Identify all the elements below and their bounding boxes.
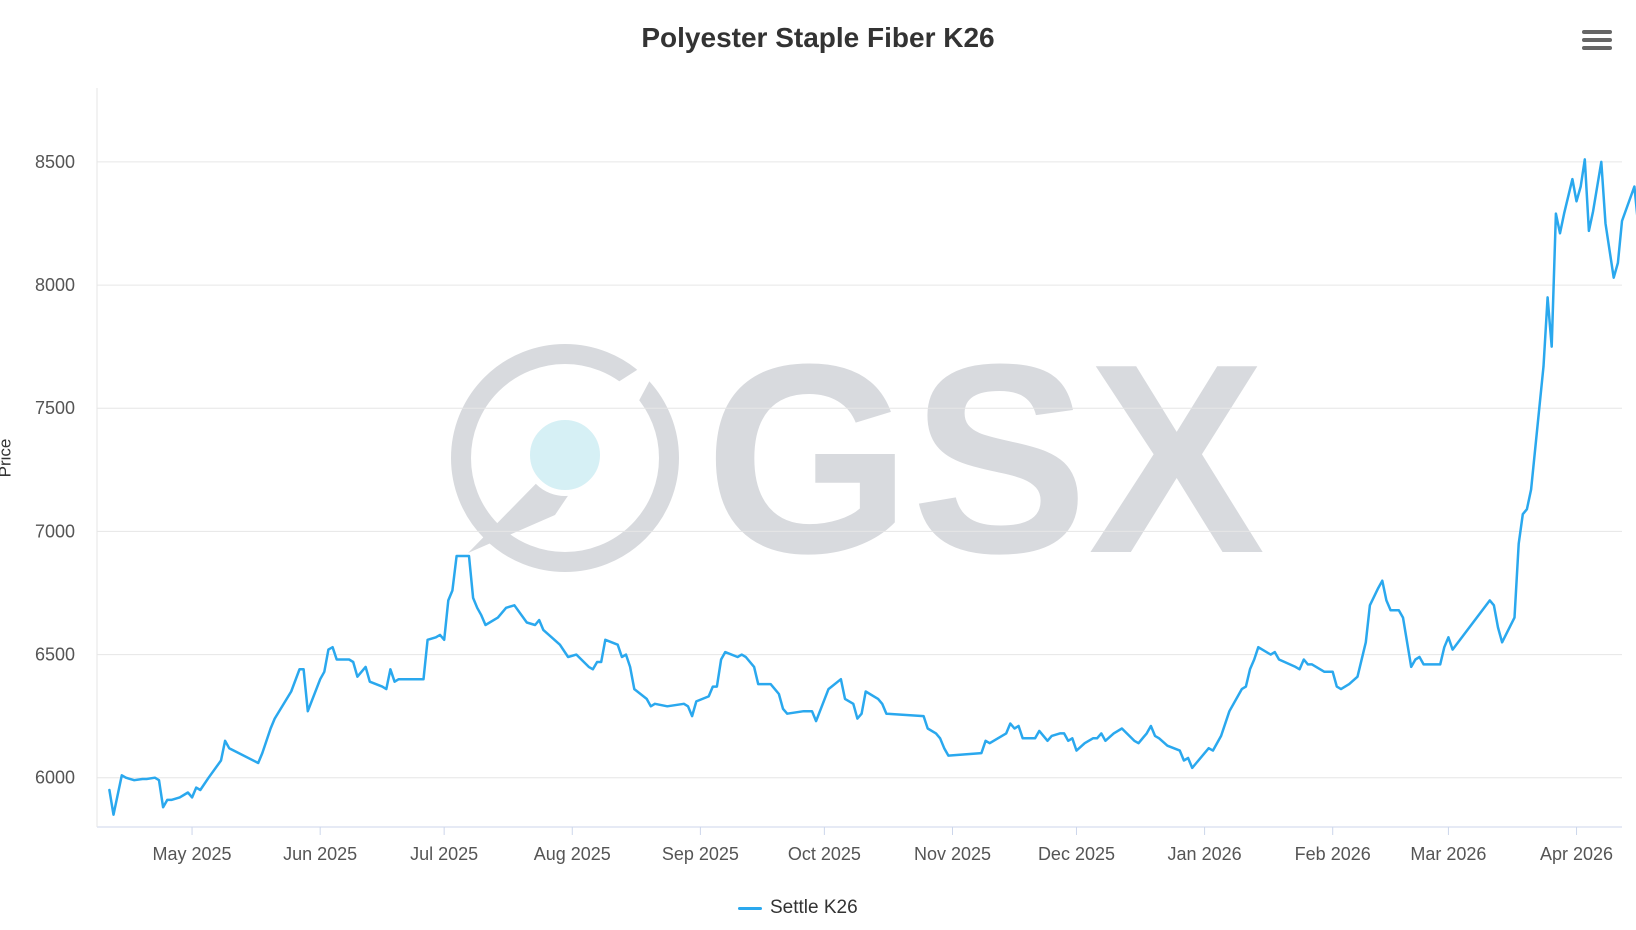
x-tick-label: Jul 2025 <box>410 844 478 864</box>
legend-label: Settle K26 <box>770 897 858 918</box>
x-tick-label: Oct 2025 <box>788 844 861 864</box>
watermark-logo: GSX <box>451 309 1266 610</box>
grid-lines <box>97 161 1622 779</box>
x-axis-ticks: May 2025 Jun 2025 Jul 2025 Aug 2025 Sep 2025… <box>153 827 1613 864</box>
y-tick-label: 7500 <box>35 398 75 418</box>
x-tick-label: Aug 2025 <box>534 844 611 864</box>
x-tick-label: Sep 2025 <box>662 844 739 864</box>
y-tick-label: 7000 <box>35 521 75 541</box>
y-axis-ticks: 6000 6500 7000 7500 8000 8500 <box>35 152 75 788</box>
watermark-text: GSX <box>705 309 1266 610</box>
series-line-settle-k26[interactable] <box>108 100 1636 816</box>
x-tick-label: Jan 2026 <box>1168 844 1242 864</box>
x-tick-label: Feb 2026 <box>1295 844 1371 864</box>
x-tick-label: Jun 2025 <box>283 844 357 864</box>
x-tick-label: Nov 2025 <box>914 844 991 864</box>
y-tick-label: 6500 <box>35 645 75 665</box>
legend-item-settle-k26[interactable]: Settle K26 <box>738 896 858 920</box>
x-tick-label: Apr 2026 <box>1540 844 1613 864</box>
hamburger-menu-icon[interactable] <box>1582 30 1612 56</box>
y-tick-label: 8500 <box>35 152 75 172</box>
series-group <box>108 100 1636 816</box>
x-tick-label: Dec 2025 <box>1038 844 1115 864</box>
chart-title: Polyester Staple Fiber K26 <box>641 22 995 53</box>
legend-swatch <box>738 906 762 910</box>
x-tick-label: Mar 2026 <box>1410 844 1486 864</box>
x-tick-label: May 2025 <box>153 844 232 864</box>
y-tick-label: 6000 <box>35 768 75 788</box>
y-tick-label: 8000 <box>35 275 75 295</box>
